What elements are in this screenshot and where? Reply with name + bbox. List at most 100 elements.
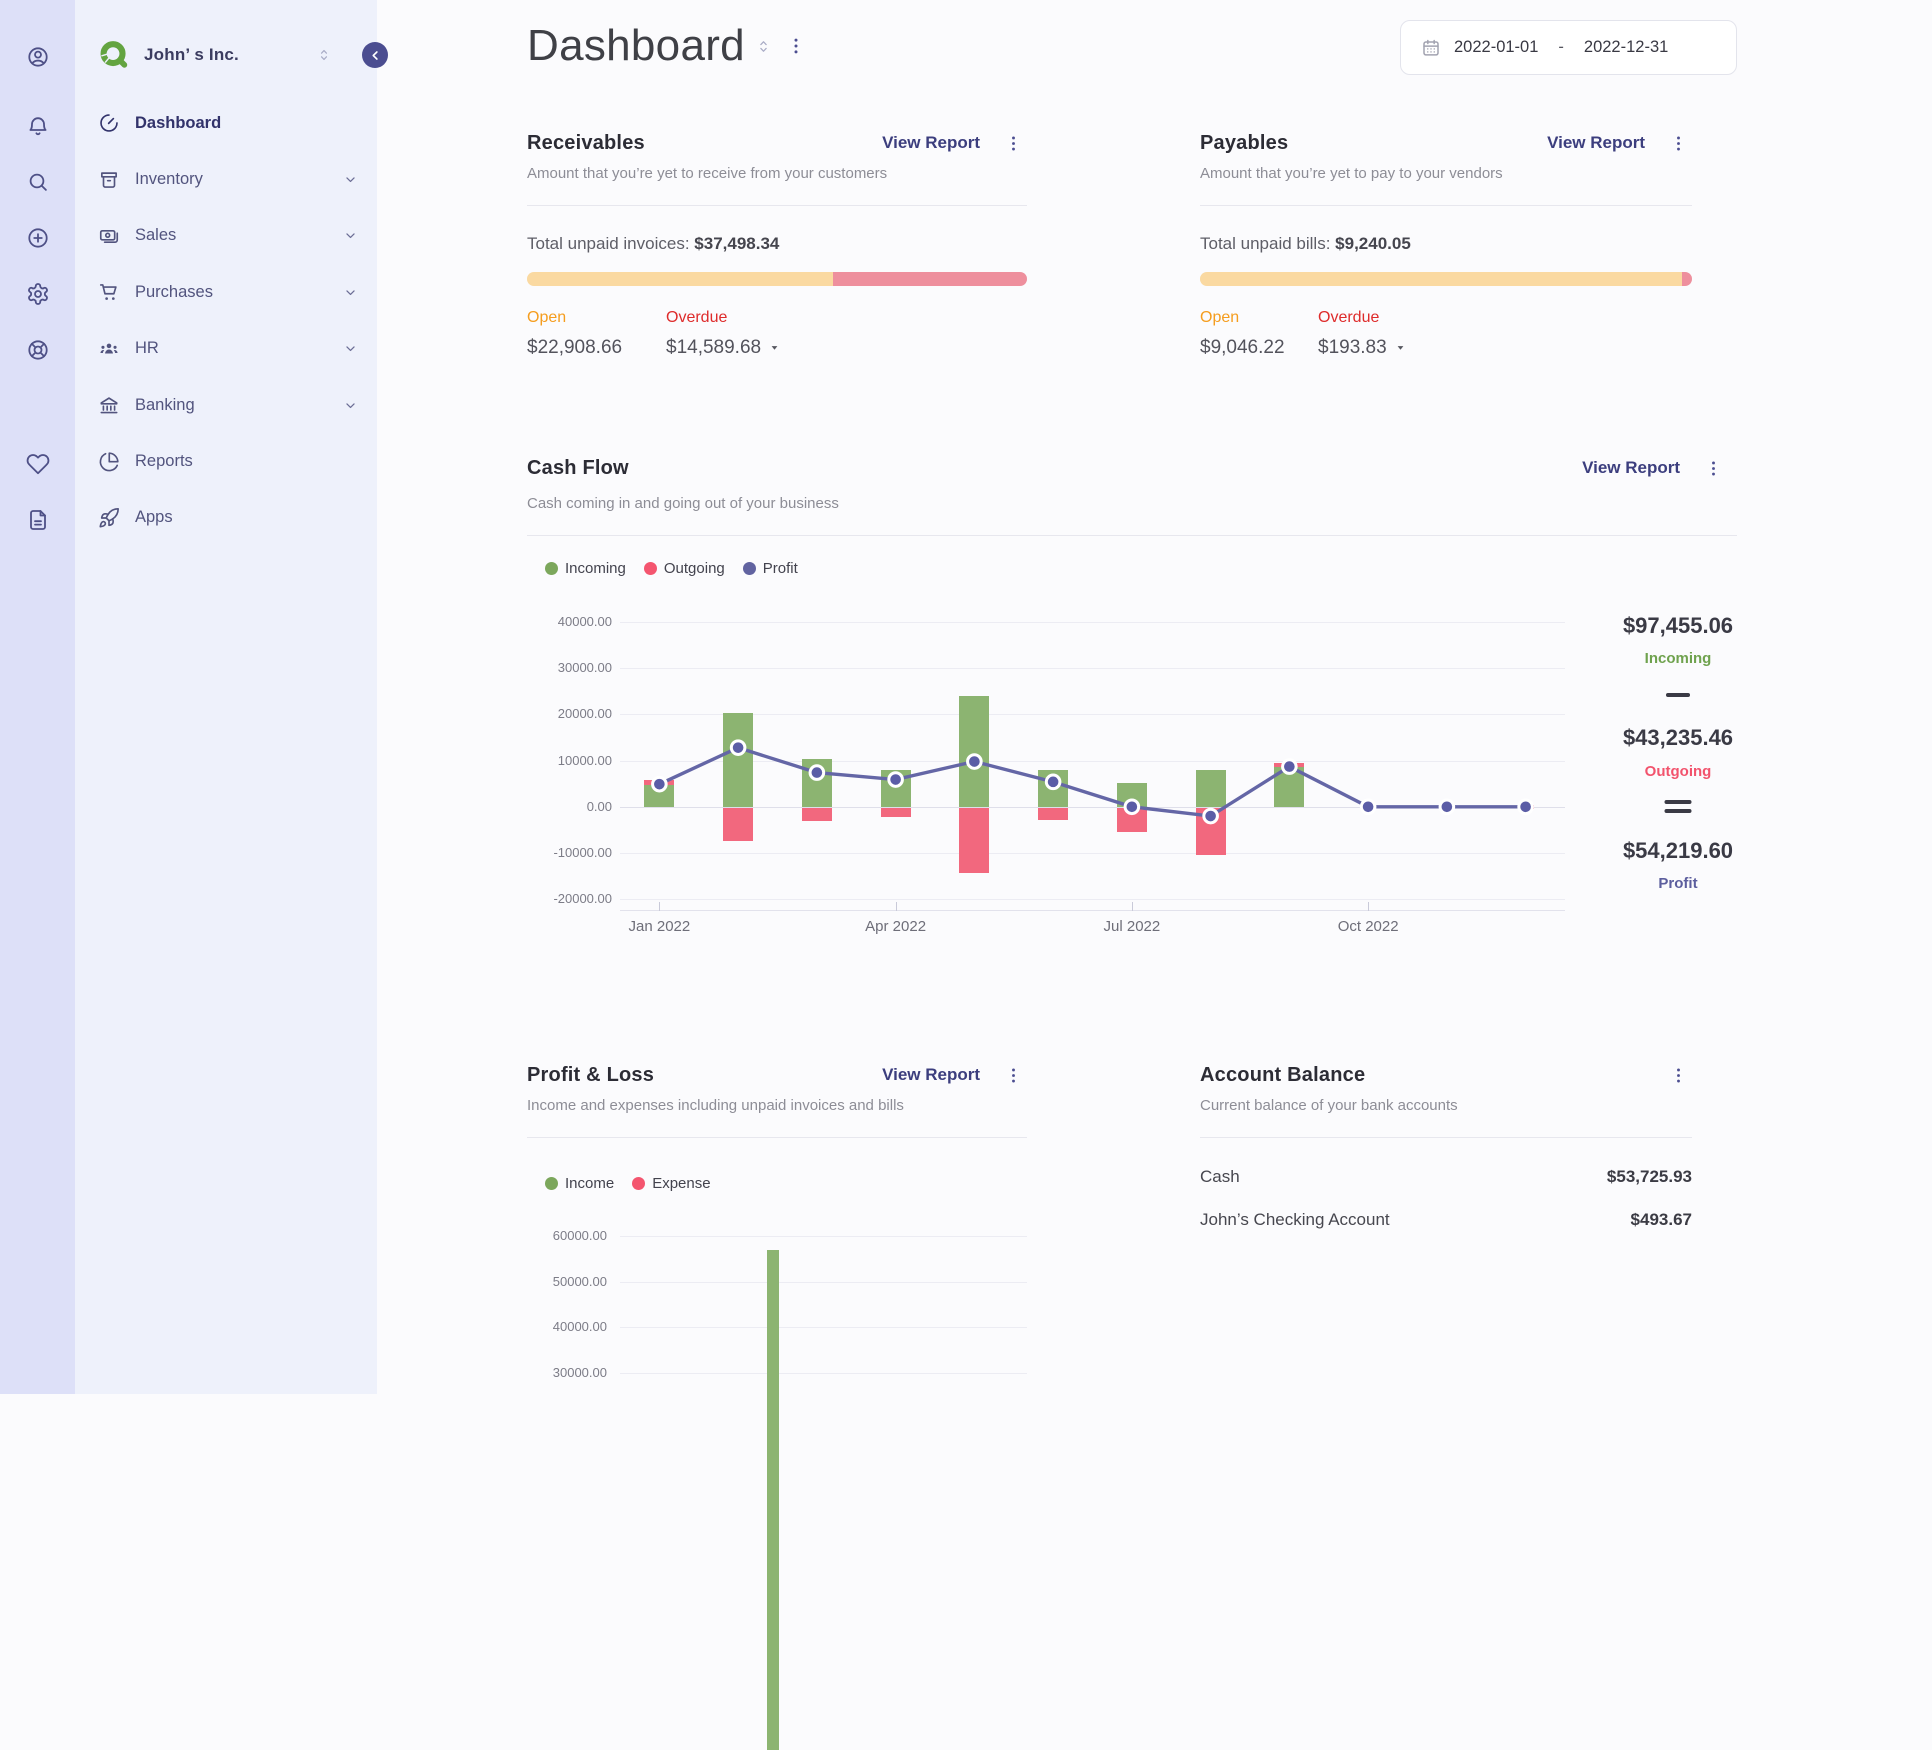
cart-icon	[98, 281, 120, 303]
rail-lifebuoy-button[interactable]	[24, 336, 52, 364]
rail-search-button[interactable]	[24, 168, 52, 196]
overdue-filter-caret[interactable]	[1393, 340, 1408, 355]
chevron-down-icon	[342, 397, 359, 414]
rail-plus-circle-button[interactable]	[24, 224, 52, 252]
payables-breakdown: Open $9,046.22 Overdue $193.83	[1200, 307, 1692, 360]
summary-value-outgoing: $43,235.46	[1568, 725, 1788, 751]
overdue-value: $193.83	[1318, 336, 1408, 360]
payables-title: Payables	[1200, 132, 1288, 155]
gridline	[620, 1236, 1027, 1237]
sidebar-item-reports[interactable]: Reports	[75, 433, 377, 489]
heart-icon	[26, 452, 50, 476]
sidebar-item-dashboard[interactable]: Dashboard	[75, 95, 377, 151]
receivables-menu-button[interactable]	[1004, 134, 1023, 153]
main-content: Dashboard 2022-01-01 - 2022-12-31 Receiv…	[377, 0, 1932, 1394]
cash-icon	[98, 225, 120, 247]
account-name: John’s Checking Account	[1200, 1208, 1390, 1232]
receivables-title: Receivables	[527, 132, 645, 155]
rail-file-button[interactable]	[24, 506, 52, 534]
sidebar-item-purchases[interactable]: Purchases	[75, 264, 377, 320]
account-row[interactable]: Cash$53,725.93	[1200, 1165, 1692, 1189]
summary-label-incoming: Incoming	[1568, 650, 1788, 667]
divider	[1200, 205, 1692, 206]
receivables-total: Total unpaid invoices: $37,498.34	[527, 233, 779, 255]
payables-card: Payables View Report Amount that you’re …	[1200, 115, 1692, 385]
payables-menu-button[interactable]	[1669, 134, 1688, 153]
gridline	[620, 1327, 1027, 1328]
y-axis-label: 40000.00	[527, 1318, 607, 1336]
overdue-amount: $14,589.68	[666, 337, 761, 358]
date-range-picker[interactable]: 2022-01-01 - 2022-12-31	[1400, 20, 1737, 75]
gauge-icon	[98, 112, 120, 134]
receivables-breakdown: Open $22,908.66 Overdue $14,589.68	[527, 307, 1027, 360]
payables-total-value: $9,240.05	[1335, 234, 1411, 253]
sidebar-item-label: HR	[135, 339, 159, 358]
y-axis-label: 50000.00	[527, 1273, 607, 1291]
receivables-view-report-link[interactable]: View Report	[882, 133, 980, 153]
calendar-icon	[1421, 38, 1441, 58]
rail-gear-button[interactable]	[24, 280, 52, 308]
account-balance-menu-button[interactable]	[1669, 1066, 1688, 1085]
payables-subtitle: Amount that you’re yet to pay to your ve…	[1200, 164, 1503, 184]
sidebar-item-inventory[interactable]: Inventory	[75, 151, 377, 207]
y-axis-label: -10000.00	[527, 844, 612, 862]
y-axis-label: 40000.00	[527, 613, 612, 631]
minus-operator	[1666, 693, 1690, 697]
y-axis-label: 10000.00	[527, 752, 612, 770]
date-separator: -	[1558, 38, 1564, 57]
sidebar-item-apps[interactable]: Apps	[75, 490, 377, 546]
dashboard-switcher-icon[interactable]	[755, 38, 772, 55]
overdue-filter-caret[interactable]	[767, 340, 782, 355]
overdue-label: Overdue	[1318, 307, 1408, 328]
rail-bell-button[interactable]	[24, 112, 52, 140]
y-axis-label: 20000.00	[527, 705, 612, 723]
bell-icon	[26, 114, 50, 138]
lifebuoy-icon	[26, 338, 50, 362]
rail-heart-button[interactable]	[24, 450, 52, 478]
chevron-down-icon	[342, 284, 359, 301]
company-name: John’ s Inc.	[144, 45, 239, 65]
box-icon	[98, 169, 120, 191]
y-axis-label: 0.00	[527, 798, 612, 816]
sidebar-item-hr[interactable]: HR	[75, 321, 377, 377]
y-axis-label: -20000.00	[527, 890, 612, 908]
equals-operator	[1665, 800, 1692, 813]
plus-circle-icon	[26, 226, 50, 250]
overdue-amount: $193.83	[1318, 337, 1387, 358]
gridline	[620, 1282, 1027, 1283]
overdue-label: Overdue	[666, 307, 782, 328]
account-balance-subtitle: Current balance of your bank accounts	[1200, 1096, 1458, 1116]
search-icon	[26, 170, 50, 194]
profit-loss-card: Profit & Loss View Report Income and exp…	[527, 1047, 1027, 1394]
receivables-subtitle: Amount that you’re yet to receive from y…	[527, 164, 887, 184]
progress-open-segment	[1200, 272, 1682, 286]
payables-progress-bar	[1200, 272, 1692, 286]
open-label: Open	[1200, 307, 1318, 328]
gear-icon	[26, 282, 50, 306]
account-balance-value: $493.67	[1631, 1208, 1692, 1232]
open-label: Open	[527, 307, 666, 328]
payables-header: Payables View Report	[1200, 129, 1688, 157]
receivables-card: Receivables View Report Amount that you’…	[527, 115, 1027, 385]
rail-account-button[interactable]	[24, 43, 52, 71]
sidebar-item-banking[interactable]: Banking	[75, 377, 377, 433]
chevron-down-icon	[342, 171, 359, 188]
chevron-down-icon	[342, 340, 359, 357]
account-balance-value: $53,725.93	[1607, 1165, 1692, 1189]
sidebar-collapse-button[interactable]	[362, 42, 388, 68]
company-switcher[interactable]: John’ s Inc.	[97, 30, 332, 80]
account-row[interactable]: John’s Checking Account $493.67	[1200, 1208, 1692, 1232]
sidebar-item-label: Apps	[135, 508, 173, 527]
payables-view-report-link[interactable]: View Report	[1547, 133, 1645, 153]
page-menu-button[interactable]	[786, 36, 806, 56]
open-value: $22,908.66	[527, 336, 666, 360]
sidebar-item-sales[interactable]: Sales	[75, 208, 377, 264]
content: Dashboard 2022-01-01 - 2022-12-31 Receiv…	[527, 0, 1737, 1394]
account-balance-card: Account Balance Current balance of your …	[1200, 1047, 1692, 1394]
sidebar-item-label: Inventory	[135, 170, 203, 189]
